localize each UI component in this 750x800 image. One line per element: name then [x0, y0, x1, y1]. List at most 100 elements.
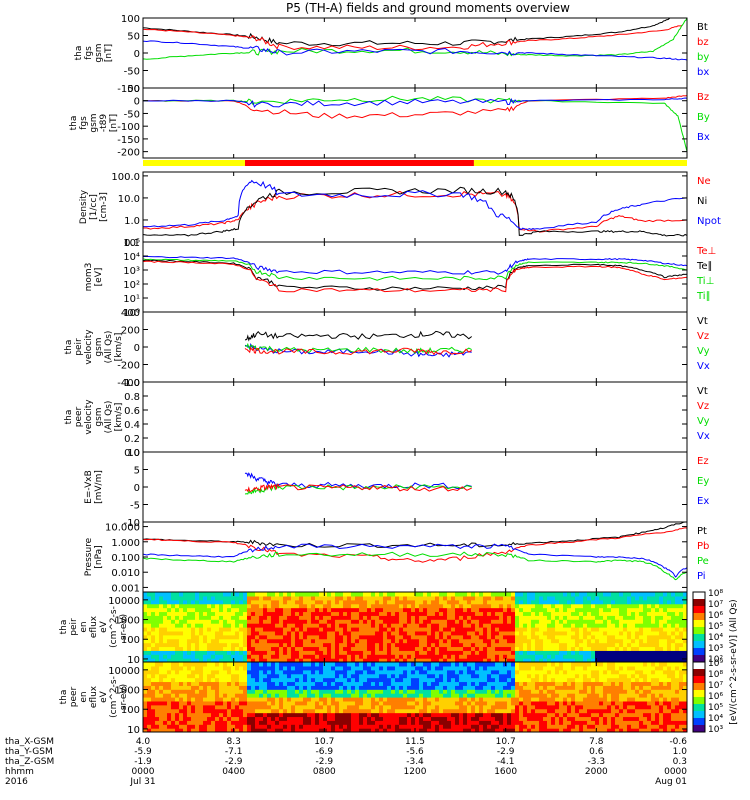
- spectrogram-cell: [243, 700, 248, 706]
- spectrogram-cell: [223, 662, 228, 667]
- spectrogram-cell: [683, 607, 687, 613]
- spectrogram-cell: [359, 673, 364, 679]
- spectrogram-cell: [383, 689, 388, 694]
- spectrogram-cell: [443, 693, 448, 698]
- spectrogram-cell: [255, 654, 260, 659]
- spectrogram-cell: [343, 681, 348, 686]
- legend-entry: Te⊥: [696, 246, 716, 257]
- spectrogram-cell: [255, 599, 260, 605]
- spectrogram-cell: [279, 662, 284, 667]
- spectrogram-cell: [171, 592, 176, 597]
- spectrogram-cell: [515, 642, 520, 648]
- spectrogram-cell: [583, 724, 588, 729]
- spectrogram-cell: [567, 607, 572, 613]
- spectrogram-cell: [187, 627, 192, 632]
- spectrogram-cell: [327, 630, 332, 636]
- spectrogram-cell: [451, 623, 456, 628]
- spectrogram-cell: [227, 665, 232, 671]
- spectrogram-cell: [583, 646, 588, 651]
- spectrogram-cell: [183, 611, 188, 616]
- spectrogram-cell: [567, 654, 572, 659]
- spectrogram-cell: [323, 654, 328, 659]
- spectrogram-cell: [519, 627, 524, 632]
- spectrogram-cell: [383, 642, 388, 648]
- spectrogram-cell: [255, 592, 260, 597]
- spectrogram-cell: [263, 685, 268, 690]
- spectrogram-cell: [587, 611, 592, 616]
- spectrogram-cell: [203, 646, 208, 651]
- spectrogram-cell: [379, 638, 384, 644]
- spectrogram-cell: [595, 716, 600, 721]
- spectrogram-cell: [427, 634, 432, 640]
- spectrogram-cell: [491, 697, 496, 702]
- spectrogram-cell: [327, 685, 332, 690]
- spectrogram-cell: [371, 603, 376, 609]
- spectrogram-cell: [347, 623, 352, 628]
- y-axis-label: tha fgs gsm [nT]: [74, 43, 114, 62]
- spectrogram-cell: [451, 693, 456, 698]
- spectrogram-cell: [559, 592, 564, 597]
- spectrogram-cell: [483, 623, 488, 628]
- spectrogram-cell: [343, 708, 348, 714]
- spectrogram-cell: [231, 638, 236, 644]
- y-axis-label-line: peir: [69, 618, 79, 636]
- spectrogram-cell: [279, 693, 284, 698]
- spectrogram-cell: [259, 607, 264, 613]
- spectrogram-cell: [667, 650, 672, 655]
- spectrogram-cell: [627, 603, 632, 609]
- spectrogram-cell: [643, 642, 648, 648]
- spectrogram-cell: [239, 685, 244, 690]
- spectrogram-cell: [371, 642, 376, 648]
- spectrogram-cell: [535, 712, 540, 718]
- legend-entry: by: [697, 52, 709, 63]
- spectrogram-cell: [251, 673, 256, 679]
- spectrogram-cell: [359, 700, 364, 706]
- spectrogram-cell: [319, 595, 324, 601]
- spectrogram-cell: [471, 607, 476, 613]
- spectrogram-cell: [347, 708, 352, 714]
- spectrogram-cell: [363, 634, 368, 640]
- spectrogram-cell: [567, 685, 572, 690]
- spectrogram-cell: [427, 673, 432, 679]
- spectrogram-cell: [391, 700, 396, 706]
- spectrogram-cell: [515, 615, 520, 620]
- spectrogram-cell: [247, 592, 252, 597]
- spectrogram-cell: [455, 611, 460, 616]
- spectrogram-cell: [675, 638, 680, 644]
- spectrogram-cell: [235, 615, 240, 620]
- spectrogram-cell: [295, 681, 300, 686]
- spectrogram-cell: [675, 642, 680, 648]
- spectrogram-cell: [551, 654, 556, 659]
- spectrogram-cell: [507, 662, 512, 667]
- spectrogram-cell: [551, 611, 556, 616]
- spectrogram-cell: [163, 708, 168, 714]
- spectrogram-cell: [539, 673, 544, 679]
- spectrogram-cell: [187, 724, 192, 729]
- spectrogram-cell: [459, 627, 464, 632]
- spectrogram-cell: [295, 627, 300, 632]
- spectrogram-cell: [151, 630, 156, 636]
- spectrogram-cell: [267, 654, 272, 659]
- spectrogram-cell: [515, 700, 520, 706]
- spectrogram-cell: [191, 638, 196, 644]
- spectrogram-cell: [227, 685, 232, 690]
- spectrogram-cell: [207, 673, 212, 679]
- spectrogram-cell: [339, 665, 344, 671]
- spectrogram-cell: [479, 599, 484, 605]
- spectrogram-cell: [215, 607, 220, 613]
- spectrogram-cell: [247, 619, 252, 624]
- spectrogram-cell: [395, 728, 400, 732]
- spectrogram-cell: [535, 728, 540, 732]
- spectrogram-cell: [207, 681, 212, 686]
- spectrogram-cell: [667, 592, 672, 597]
- spectrogram-cell: [195, 697, 200, 702]
- spectrogram-cell: [275, 623, 280, 628]
- spectrogram-cell: [647, 627, 652, 632]
- spectrogram-cell: [411, 592, 416, 597]
- spectrogram-cell: [199, 708, 204, 714]
- spectrogram-cell: [183, 646, 188, 651]
- spectrogram-cell: [275, 642, 280, 648]
- spectrogram-cell: [175, 716, 180, 721]
- spectrogram-cell: [455, 662, 460, 667]
